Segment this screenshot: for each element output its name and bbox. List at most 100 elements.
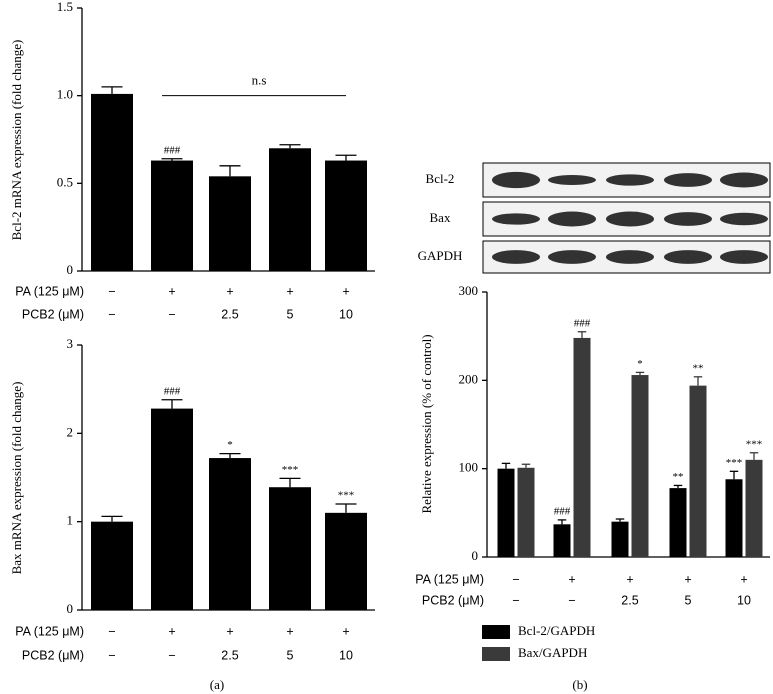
treatment-name: PCB2 (μM) (422, 593, 484, 607)
blot-band (720, 172, 768, 188)
treatment-name: PA (125 μM) (415, 572, 484, 586)
blot-label: Bax (430, 210, 451, 225)
y-tick-label: 1 (67, 513, 74, 528)
treatment-label: 5 (287, 648, 294, 662)
legend-swatch (482, 647, 510, 661)
bar (497, 468, 515, 557)
treatment-label: 5 (685, 593, 692, 607)
blot-band (606, 250, 654, 264)
y-axis-title: Bax mRNA expression (fold change) (9, 382, 24, 575)
treatment-name: PCB2 (μM) (22, 648, 84, 662)
significance-label: ** (693, 362, 704, 374)
bar (745, 459, 763, 557)
treatment-label: 10 (737, 593, 751, 607)
treatment-label: + (342, 284, 349, 298)
bar (209, 176, 251, 271)
treatment-label: 2.5 (621, 593, 638, 607)
blot-band (492, 250, 540, 264)
y-tick-label: 2 (67, 424, 74, 439)
treatment-label: 10 (339, 307, 353, 321)
bar (151, 408, 193, 610)
y-axis-title: Bcl-2 mRNA expression (fold change) (9, 40, 24, 241)
bar (553, 524, 571, 557)
y-tick-label: 100 (459, 460, 479, 475)
treatment-label: 2.5 (221, 307, 238, 321)
bar (269, 148, 311, 271)
blot-band (720, 250, 768, 264)
treatment-label: + (226, 284, 233, 298)
blot-band (492, 213, 540, 225)
treatment-label: 2.5 (221, 648, 238, 662)
bar (611, 521, 629, 557)
y-tick-label: 300 (459, 283, 479, 298)
blot-band (548, 175, 596, 185)
treatment-label: 10 (339, 648, 353, 662)
treatment-label: − (512, 593, 519, 607)
treatment-name: PA (125 μM) (15, 284, 84, 298)
significance-label: ** (673, 471, 684, 483)
blot-band (492, 171, 540, 189)
y-tick-label: 1.5 (57, 0, 73, 14)
treatment-name: PCB2 (μM) (22, 307, 84, 321)
blot-band (720, 212, 768, 226)
treatment-label: − (108, 284, 115, 298)
blot-band (664, 212, 712, 226)
significance-label: ### (554, 505, 571, 517)
bar (689, 385, 707, 557)
treatment-label: + (286, 624, 293, 638)
treatment-label: + (226, 624, 233, 638)
blot-band (664, 173, 712, 187)
significance-label: *** (338, 490, 355, 502)
treatment-label: − (168, 307, 175, 321)
significance-label: ### (164, 144, 181, 156)
y-axis-title: Relative expression (% of control) (419, 334, 434, 513)
significance-label: * (227, 439, 233, 451)
treatment-label: + (740, 572, 747, 586)
blot-band (606, 174, 654, 186)
blot-band (548, 250, 596, 264)
y-tick-label: 0 (472, 548, 479, 563)
significance-label: ### (164, 385, 181, 397)
y-tick-label: 0 (67, 601, 74, 616)
treatment-label: − (108, 624, 115, 638)
bar (631, 375, 649, 557)
treatment-label: + (168, 624, 175, 638)
bar (725, 479, 743, 557)
treatment-label: − (568, 593, 575, 607)
treatment-label: + (342, 624, 349, 638)
significance-label: * (637, 358, 643, 370)
treatment-label: − (108, 307, 115, 321)
treatment-label: + (168, 284, 175, 298)
panel-label: (a) (210, 677, 224, 692)
significance-label: ### (574, 317, 591, 329)
treatment-label: + (684, 572, 691, 586)
treatment-label: + (626, 572, 633, 586)
bar (91, 521, 133, 610)
y-tick-label: 3 (67, 336, 74, 351)
bar (325, 512, 367, 610)
blot-label: Bcl-2 (426, 171, 455, 186)
bar (325, 160, 367, 271)
y-tick-label: 200 (459, 371, 479, 386)
significance-label: *** (282, 464, 299, 476)
bracket-label: n.s (252, 73, 267, 88)
treatment-label: − (512, 572, 519, 586)
bar (573, 337, 591, 557)
bar (669, 488, 687, 557)
legend-swatch (482, 625, 510, 639)
blot-band (548, 211, 596, 227)
treatment-label: − (168, 648, 175, 662)
bar (151, 160, 193, 271)
legend-label: Bax/GAPDH (518, 645, 587, 660)
treatment-label: 5 (287, 307, 294, 321)
y-tick-label: 1.0 (57, 87, 73, 102)
treatment-label: + (568, 572, 575, 586)
bar (209, 458, 251, 610)
significance-label: *** (726, 457, 743, 469)
bar (269, 487, 311, 610)
y-tick-label: 0 (67, 262, 74, 277)
bar (517, 467, 535, 557)
treatment-label: − (108, 648, 115, 662)
bar (91, 93, 133, 271)
